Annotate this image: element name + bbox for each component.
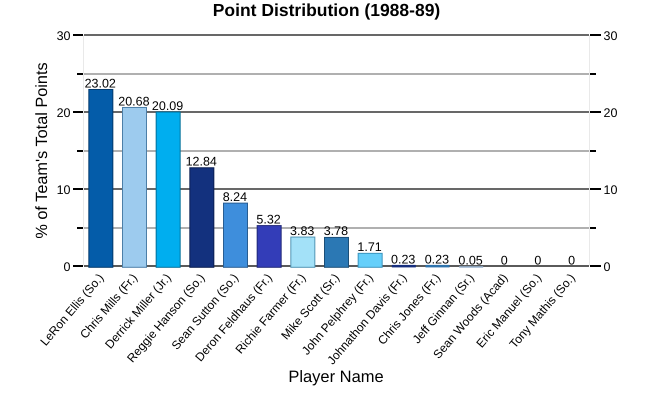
svg-text:12.84: 12.84 — [186, 155, 217, 169]
svg-text:3.83: 3.83 — [290, 224, 314, 238]
svg-text:30: 30 — [604, 29, 618, 43]
svg-text:23.02: 23.02 — [85, 76, 116, 90]
svg-text:0.23: 0.23 — [425, 253, 449, 267]
svg-text:20: 20 — [57, 106, 71, 120]
svg-text:Point Distribution (1988-89): Point Distribution (1988-89) — [213, 0, 441, 20]
svg-text:30: 30 — [57, 29, 71, 43]
svg-text:Player Name: Player Name — [288, 368, 383, 386]
svg-text:5.32: 5.32 — [256, 212, 280, 226]
svg-text:10: 10 — [57, 183, 71, 197]
svg-text:0: 0 — [64, 260, 71, 274]
svg-text:0: 0 — [534, 254, 541, 268]
svg-text:20.09: 20.09 — [152, 99, 183, 113]
svg-text:20: 20 — [604, 106, 618, 120]
svg-text:1.71: 1.71 — [357, 240, 381, 254]
svg-text:% of Team's Total Points: % of Team's Total Points — [33, 62, 51, 238]
svg-text:0: 0 — [568, 254, 575, 268]
svg-text:0.05: 0.05 — [458, 253, 482, 267]
svg-text:20.68: 20.68 — [118, 94, 149, 108]
svg-text:0.23: 0.23 — [391, 253, 415, 267]
svg-text:3.78: 3.78 — [324, 224, 348, 238]
svg-text:0: 0 — [604, 260, 611, 274]
svg-text:0: 0 — [501, 254, 508, 268]
svg-text:10: 10 — [604, 183, 618, 197]
svg-text:8.24: 8.24 — [223, 190, 247, 204]
